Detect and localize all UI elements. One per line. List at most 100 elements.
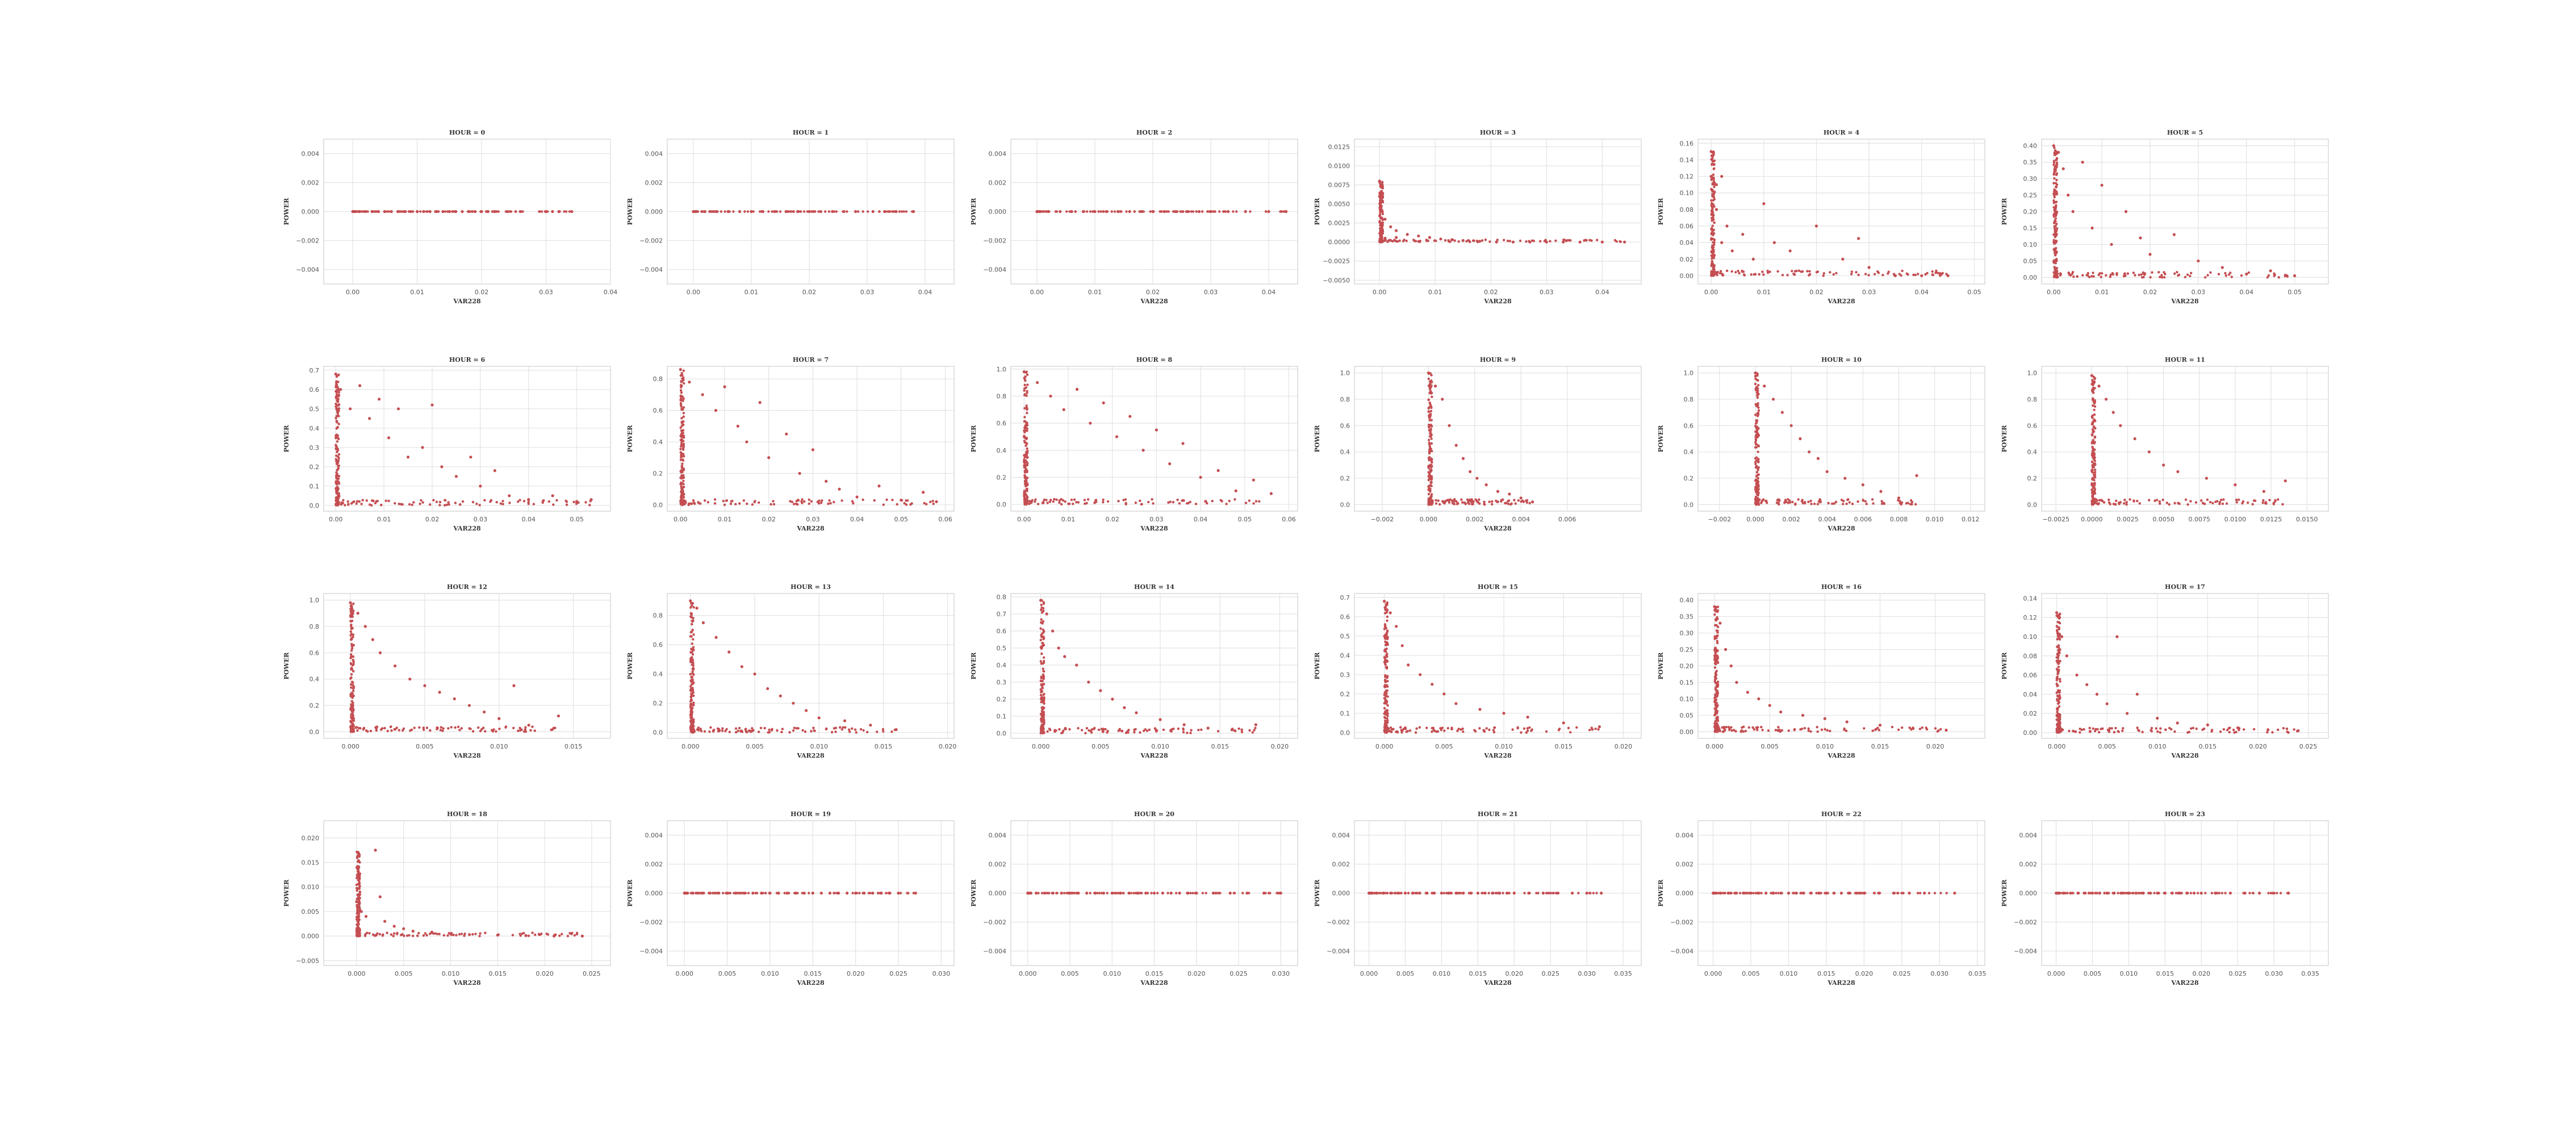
data-point-cloud bbox=[724, 210, 726, 213]
y-tick-label: 0.40 bbox=[1680, 597, 1694, 604]
data-point-cloud bbox=[2115, 499, 2118, 502]
data-point-cloud bbox=[1778, 503, 1780, 506]
data-point-cloud bbox=[349, 708, 353, 711]
plot-area bbox=[2041, 366, 2329, 512]
data-point-cloud bbox=[1042, 727, 1045, 730]
y-tick-label: 0.0050 bbox=[1328, 200, 1350, 208]
data-point-cloud bbox=[1757, 413, 1760, 416]
data-point-cloud bbox=[2107, 498, 2110, 502]
data-point-cloud bbox=[680, 421, 683, 424]
data-point-cloud bbox=[1807, 500, 1810, 503]
data-point-cloud bbox=[347, 503, 350, 505]
data-point-cloud bbox=[1211, 499, 1214, 503]
data-point-cloud bbox=[572, 500, 575, 503]
data-point-cloud bbox=[2093, 484, 2096, 487]
data-point-cloud bbox=[1053, 729, 1056, 732]
subplot: −0.002 0.000 0.002 0.004 0.006 0.008 0.010 0.01… bbox=[1657, 356, 1985, 532]
data-point-cloud bbox=[2189, 500, 2192, 503]
data-point bbox=[838, 487, 841, 491]
data-point-cloud bbox=[1147, 500, 1150, 504]
data-point-cloud bbox=[1106, 729, 1109, 733]
subplot-title: HOUR = 2 bbox=[1136, 129, 1172, 136]
data-point-cloud bbox=[787, 210, 790, 213]
data-point-cloud bbox=[683, 382, 685, 385]
data-point-cloud bbox=[1025, 461, 1028, 463]
data-point-cloud bbox=[469, 728, 472, 730]
data-point-cloud bbox=[565, 503, 568, 506]
data-point bbox=[1720, 241, 1724, 244]
data-point bbox=[1378, 195, 1381, 198]
data-point-cloud bbox=[2218, 503, 2221, 505]
data-point-cloud bbox=[1502, 239, 1506, 241]
data-point-cloud bbox=[1513, 499, 1516, 502]
x-tick-label: 0.004 bbox=[1818, 516, 1837, 523]
data-point-cloud bbox=[1044, 210, 1047, 213]
y-tick-label: 0.4 bbox=[653, 671, 663, 678]
data-point-cloud bbox=[410, 728, 413, 732]
data-point-cloud bbox=[2100, 275, 2102, 278]
data-point-cloud bbox=[1714, 272, 1717, 275]
data-point bbox=[1741, 232, 1745, 236]
y-tick-label: −0.002 bbox=[296, 237, 319, 245]
y-tick-label: 0.000 bbox=[302, 208, 320, 216]
data-point-cloud bbox=[2053, 195, 2056, 199]
data-point-cloud bbox=[1865, 503, 1868, 505]
data-point-cloud bbox=[2159, 275, 2161, 278]
data-point-cloud bbox=[2081, 274, 2084, 277]
data-point-cloud bbox=[680, 399, 683, 402]
data-point-cloud bbox=[1385, 650, 1387, 653]
data-point bbox=[1780, 411, 1784, 414]
data-point bbox=[715, 210, 718, 214]
data-point-cloud bbox=[1447, 239, 1450, 242]
data-point-cloud bbox=[1761, 270, 1764, 273]
data-point-cloud bbox=[568, 210, 571, 213]
data-point-cloud bbox=[813, 210, 816, 213]
data-point-cloud bbox=[1754, 413, 1757, 416]
data-point bbox=[785, 432, 788, 436]
data-point-cloud bbox=[1471, 503, 1474, 505]
data-point-cloud bbox=[399, 503, 403, 505]
y-tick-label: 0.15 bbox=[1680, 679, 1694, 686]
y-tick-label: 0.3 bbox=[997, 679, 1007, 686]
data-point-cloud bbox=[1386, 601, 1389, 604]
data-point-cloud bbox=[1176, 498, 1179, 502]
data-point-cloud bbox=[1757, 459, 1760, 462]
data-point-cloud bbox=[1134, 728, 1137, 731]
data-point-cloud bbox=[1834, 500, 1838, 504]
data-point-cloud bbox=[1807, 727, 1810, 730]
data-point bbox=[409, 210, 412, 214]
data-point-cloud bbox=[350, 605, 353, 608]
data-point bbox=[493, 210, 496, 214]
data-point-cloud bbox=[1445, 499, 1448, 502]
data-point-cloud bbox=[1856, 500, 1859, 503]
data-point-cloud bbox=[1153, 727, 1157, 730]
data-point-cloud bbox=[1042, 670, 1045, 672]
data-point-cloud bbox=[337, 409, 340, 412]
data-point-cloud bbox=[2261, 502, 2264, 504]
data-point-cloud bbox=[350, 637, 353, 640]
y-tick-label: 0.25 bbox=[1680, 646, 1694, 654]
data-point-cloud bbox=[1776, 270, 1779, 273]
data-point-cloud bbox=[691, 678, 693, 681]
y-tick-label: 0.3 bbox=[1340, 671, 1350, 679]
y-tick-label: 0.02 bbox=[1680, 256, 1694, 263]
data-point-cloud bbox=[1042, 700, 1045, 703]
y-tick-label: 0.04 bbox=[1680, 239, 1694, 246]
data-point-cloud bbox=[2090, 433, 2093, 436]
data-point-cloud bbox=[1755, 482, 1758, 485]
data-point-cloud bbox=[1026, 373, 1029, 376]
data-point-cloud bbox=[1386, 660, 1389, 663]
data-point-cloud bbox=[1716, 654, 1719, 657]
data-point-cloud bbox=[509, 210, 513, 213]
data-point-cloud bbox=[746, 502, 748, 505]
data-point-cloud bbox=[834, 730, 837, 733]
data-point-cloud bbox=[1405, 239, 1408, 243]
data-point bbox=[1070, 210, 1073, 214]
y-tick-label: 0.10 bbox=[2023, 241, 2038, 248]
data-point-cloud bbox=[1072, 503, 1074, 505]
data-point-cloud bbox=[835, 210, 838, 213]
x-tick-label: 0.005 bbox=[1435, 743, 1453, 750]
data-point-cloud bbox=[2071, 273, 2073, 275]
data-point-cloud bbox=[1040, 618, 1043, 621]
data-point-cloud bbox=[1491, 500, 1494, 503]
